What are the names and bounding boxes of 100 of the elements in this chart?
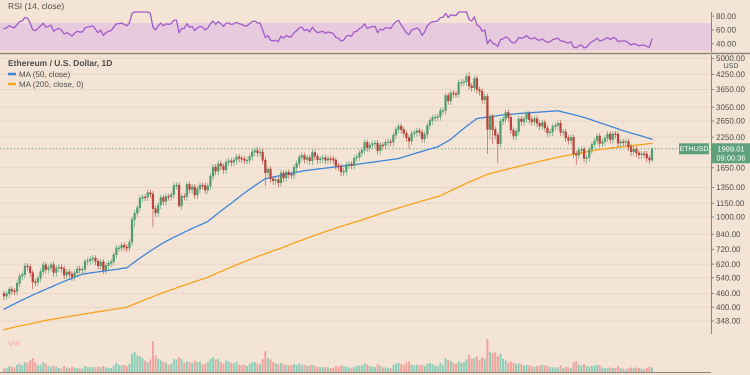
candlestick: [319, 156, 322, 164]
candlestick: [62, 265, 66, 280]
y-tick-label: 1000.00: [716, 212, 746, 222]
candlestick: [504, 109, 507, 124]
line-series: [3, 11, 653, 49]
candlestick: [384, 139, 387, 150]
candlestick: [596, 132, 598, 146]
candlestick: [646, 150, 648, 162]
candlestick: [340, 163, 342, 176]
candlestick: [285, 169, 288, 182]
candlestick: [47, 264, 50, 274]
candlestick: [326, 155, 330, 164]
candlestick: [402, 126, 405, 138]
candlestick: [604, 134, 606, 146]
candlestick: [334, 156, 337, 170]
candlestick: [126, 244, 128, 252]
candlestick: [638, 150, 640, 160]
candlestick: [248, 153, 251, 164]
line-series: [3, 142, 653, 330]
candlestick: [492, 113, 494, 144]
candlestick: [188, 181, 191, 194]
candlestick: [288, 169, 290, 179]
candlestick: [100, 258, 102, 270]
y-tick-label: 40.00: [716, 39, 737, 48]
candlestick: [345, 162, 348, 176]
candlestick: [73, 270, 76, 282]
candlestick: [164, 193, 168, 206]
candlestick: [324, 154, 326, 164]
candlestick: [366, 139, 368, 152]
candlestick: [648, 154, 650, 164]
candlestick: [390, 138, 392, 147]
series-label: Vol: [8, 339, 20, 348]
candlestick: [465, 73, 468, 86]
candlestick: [612, 130, 614, 144]
y-tick-label: 720.00: [716, 245, 742, 254]
candlestick: [627, 138, 630, 152]
candlestick: [183, 192, 186, 201]
candlestick: [168, 193, 170, 201]
candlestick: [55, 264, 58, 277]
candlestick: [8, 286, 10, 298]
line-series: [3, 110, 653, 310]
candlestick: [598, 132, 601, 148]
candlestick: [582, 146, 586, 163]
candlestick: [44, 262, 47, 274]
candlestick: [322, 154, 324, 164]
candlestick: [578, 146, 580, 160]
candlestick: [235, 154, 238, 164]
candlestick: [609, 130, 612, 144]
candlestick: [635, 146, 638, 158]
candlestick: [68, 268, 70, 278]
y-tick-label: 840.00: [716, 230, 742, 239]
candlestick: [277, 176, 280, 188]
candlestick: [350, 160, 353, 170]
candlestick: [152, 190, 154, 228]
candlestick: [94, 254, 97, 266]
candlestick: [191, 184, 194, 194]
candlestick: [58, 264, 60, 272]
candlestick: [196, 186, 198, 200]
candlestick: [214, 164, 217, 176]
candlestick: [84, 258, 86, 274]
candlestick: [458, 80, 460, 98]
candlestick: [220, 160, 222, 170]
y-tick-label: 1350.00: [716, 183, 746, 192]
chart-title: RSI (14, close): [8, 1, 64, 11]
candlestick: [520, 116, 522, 126]
candlestick: [66, 268, 68, 280]
candlestick: [420, 129, 424, 144]
candlestick: [564, 128, 567, 142]
legend-label: MA (200, close, 0): [19, 80, 84, 89]
candlestick: [632, 146, 635, 156]
candlestick: [146, 189, 149, 202]
y-tick-label: 2250.00: [716, 132, 746, 142]
y-tick-label: 400.00: [716, 302, 742, 312]
candlestick: [194, 184, 196, 200]
candlestick: [6, 290, 8, 300]
candlestick: [308, 154, 311, 166]
candlestick: [290, 171, 293, 180]
candlestick: [368, 142, 371, 152]
candlestick: [217, 160, 220, 176]
y-tick-label: 3650.00: [716, 85, 746, 94]
candlestick: [246, 156, 248, 165]
candlestick: [50, 262, 52, 272]
candlestick: [622, 138, 624, 146]
y-tick-label: 4250.00: [716, 70, 746, 80]
candlestick: [386, 138, 390, 147]
candlestick: [439, 107, 442, 121]
candlestick: [314, 149, 316, 160]
candlestick: [123, 242, 126, 252]
candlestick: [10, 286, 13, 296]
candlestick: [580, 146, 583, 155]
candlestick: [316, 152, 319, 164]
candlestick: [559, 120, 562, 136]
candlestick: [144, 194, 146, 202]
candlestick: [76, 266, 78, 278]
candlestick: [450, 90, 452, 106]
candlestick: [488, 113, 492, 140]
candlestick: [452, 90, 455, 98]
candlestick: [376, 140, 379, 155]
candlestick: [382, 142, 384, 150]
chart-title: Ethereum / U.S. Dollar, 1D: [8, 58, 112, 68]
